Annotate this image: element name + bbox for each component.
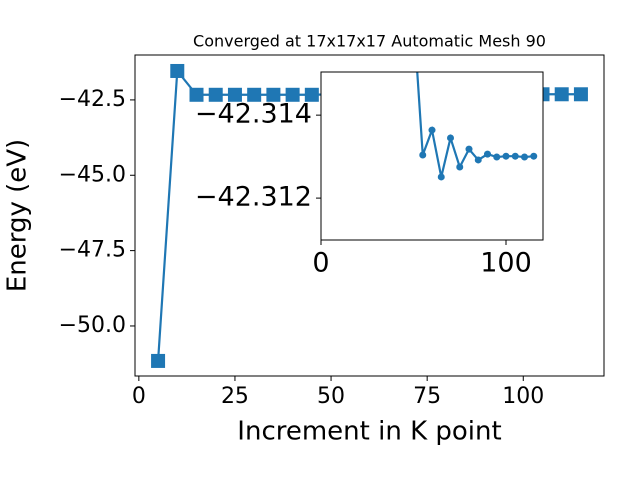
x-tick-label: 100: [502, 384, 544, 409]
marker: [304, 87, 319, 102]
plot-frame: [134, 54, 605, 377]
marker: [573, 87, 588, 102]
marker: [151, 353, 166, 368]
marker: [227, 87, 242, 102]
x-axis-label: Increment in K point: [237, 417, 501, 447]
marker: [493, 153, 501, 161]
x-tick-label: 75: [413, 384, 441, 409]
y-tick-label: −42.5: [59, 87, 126, 112]
marker: [419, 151, 427, 159]
marker: [521, 153, 528, 161]
marker: [484, 150, 491, 158]
marker: [208, 87, 223, 102]
marker: [266, 87, 281, 102]
series-group: [416, 72, 538, 181]
marker: [511, 152, 519, 160]
marker: [530, 152, 538, 160]
x-tick-label: 100: [480, 248, 532, 279]
y-tick-label: −42.312: [195, 182, 312, 213]
marker: [428, 126, 436, 134]
y-tick-label: −45.0: [59, 162, 126, 187]
marker: [437, 173, 445, 181]
x-tick-label: 0: [132, 384, 146, 409]
y-axis-label: Energy (eV): [3, 139, 33, 292]
marker: [285, 87, 300, 102]
x-tick-label: 0: [312, 248, 329, 279]
marker: [247, 87, 262, 102]
marker: [465, 145, 473, 153]
y-tick-label: −47.5: [59, 238, 126, 263]
marker: [456, 163, 464, 171]
marker: [170, 63, 185, 78]
y-tick-label: −50.0: [59, 313, 126, 338]
chart-title: Converged at 17x17x17 Automatic Mesh 90: [193, 32, 546, 51]
marker: [189, 87, 204, 102]
plot-frame: [320, 71, 544, 241]
x-tick-label: 25: [221, 384, 249, 409]
x-tick-label: 50: [317, 384, 345, 409]
marker: [474, 156, 482, 164]
marker: [502, 152, 510, 160]
y-tick-label: −42.314: [195, 99, 312, 130]
marker: [554, 87, 569, 102]
marker: [447, 134, 454, 142]
